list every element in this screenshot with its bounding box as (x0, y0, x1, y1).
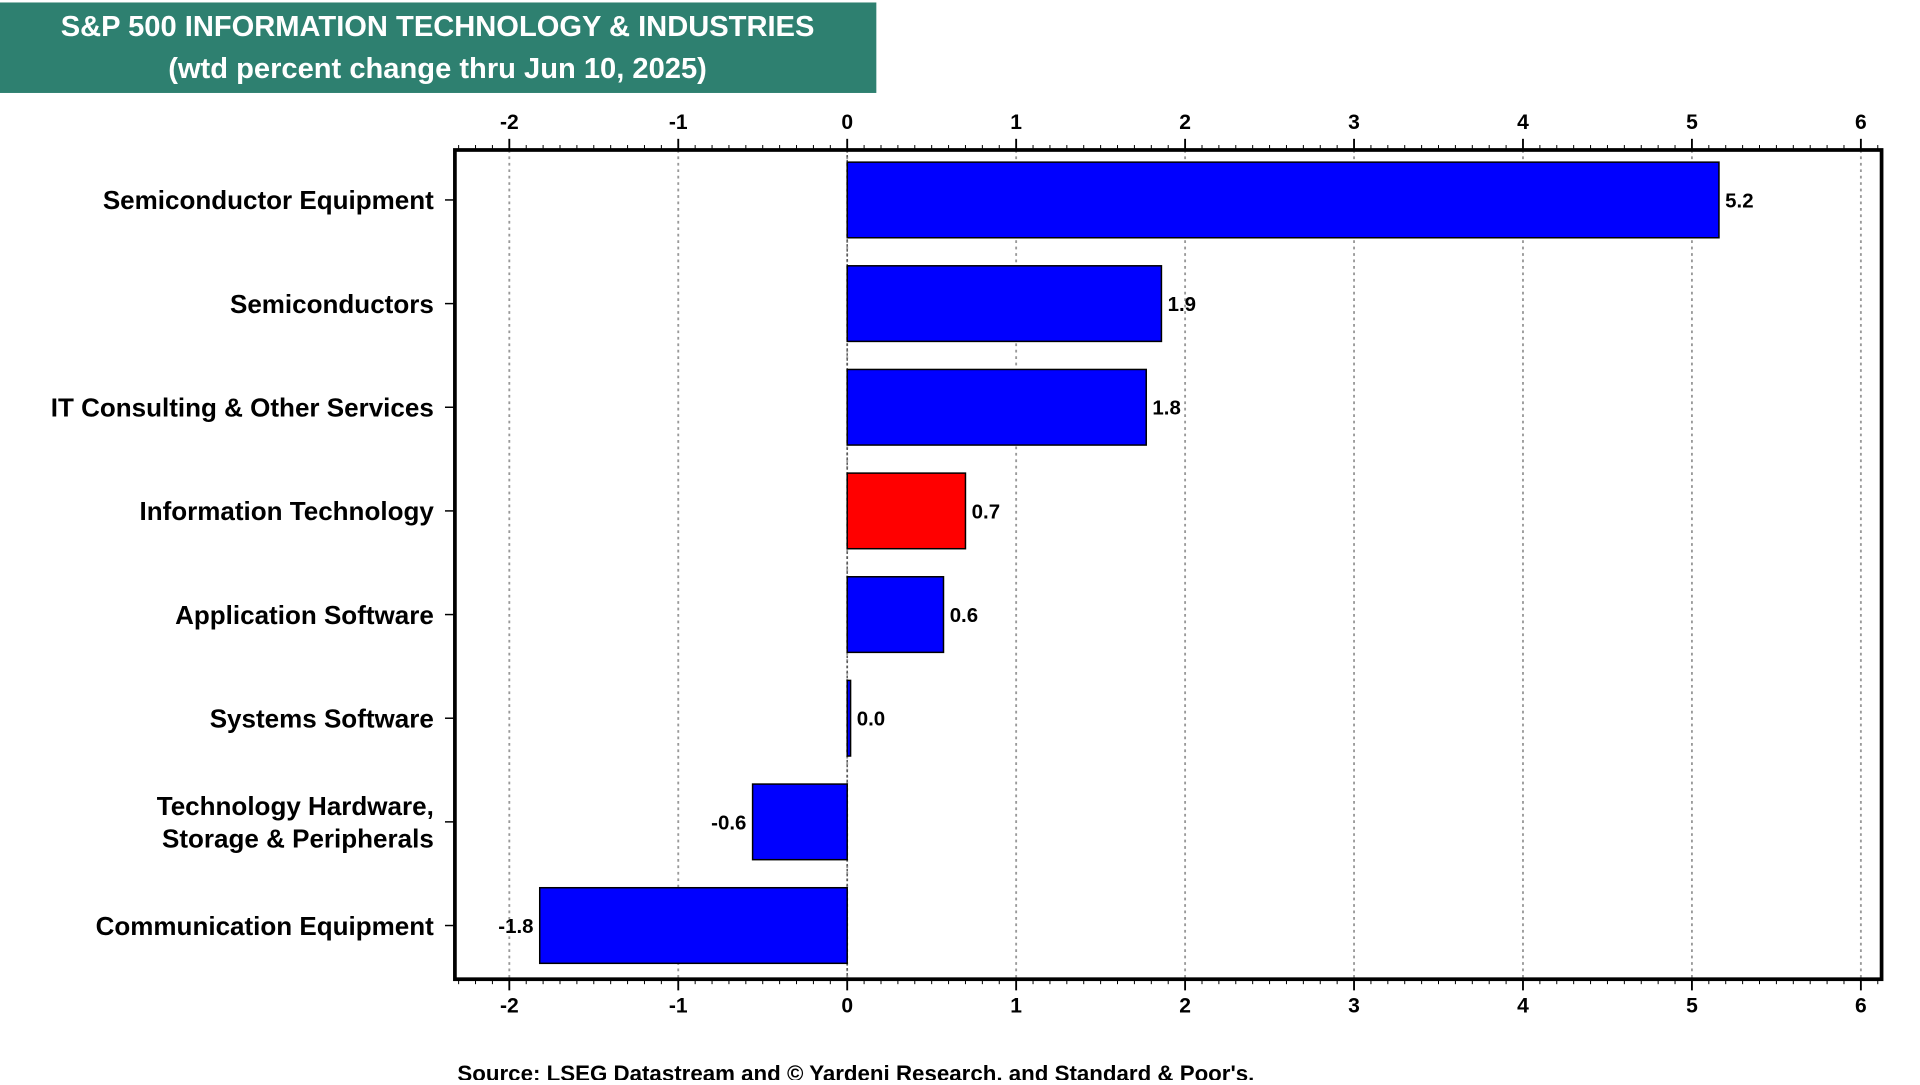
category-label: Information Technology (139, 496, 434, 526)
bar (751, 783, 848, 861)
tick-label-bottom: 1 (1010, 995, 1022, 1018)
tick-label-top: -1 (669, 111, 688, 134)
tick-label-top: 3 (1348, 111, 1360, 134)
category-labels: Semiconductor Equipment Semiconductors IT … (51, 185, 435, 941)
tick-label-bottom: 2 (1179, 995, 1191, 1018)
tick-label-top: 2 (1179, 111, 1191, 134)
bar (846, 161, 1720, 239)
tick-label-bottom: 5 (1686, 995, 1698, 1018)
category-label: Semiconductor Equipment (103, 185, 434, 215)
bars: 5.2 1.9 1.8 0.7 0.6 0.0 -0.6 -1.8 (498, 161, 1754, 965)
tick-label-top: -2 (500, 111, 519, 134)
bar (846, 265, 1163, 343)
bar (538, 886, 848, 965)
tick-label-top: 1 (1010, 111, 1022, 134)
tick-label-bottom: -2 (500, 995, 519, 1018)
category-label: Semiconductors (230, 289, 434, 319)
value-label: 1.9 (1168, 293, 1196, 316)
category-label: IT Consulting & Other Services (51, 393, 434, 423)
value-label: 0.0 (857, 708, 885, 731)
chart-title-line1: S&P 500 INFORMATION TECHNOLOGY & INDUSTR… (61, 11, 815, 43)
category-label: Application Software (175, 600, 434, 630)
tick-label-bottom: 0 (841, 995, 853, 1018)
tick-label-bottom: 4 (1517, 995, 1529, 1018)
value-label: 0.7 (972, 500, 1000, 523)
category-label: Communication Equipment (96, 911, 435, 941)
category-label: Storage & Peripherals (162, 823, 434, 853)
tick-label-top: 5 (1686, 111, 1698, 134)
chart-title-line2: (wtd percent change thru Jun 10, 2025) (168, 53, 707, 85)
tick-label-bottom: -1 (669, 995, 688, 1018)
bar (846, 679, 852, 757)
category-label: Systems Software (210, 704, 434, 734)
grid-lines (508, 149, 1862, 980)
bar (846, 472, 967, 550)
value-label: 1.8 (1152, 397, 1180, 420)
title-banner (0, 2, 877, 93)
value-label: -0.6 (711, 811, 746, 834)
axes: -2 -2 -1 -1 0 0 1 1 2 2 3 3 4 4 5 5 6 6 (444, 111, 1884, 1018)
bar (846, 368, 1147, 446)
value-label: 0.6 (950, 604, 978, 627)
tick-label-top: 6 (1855, 111, 1867, 134)
plot-frame (453, 148, 1884, 982)
tick-label-bottom: 3 (1348, 995, 1360, 1018)
source-note: Source: LSEG Datastream and © Yardeni Re… (457, 1061, 1254, 1080)
value-label: -1.8 (498, 915, 533, 938)
value-label: 5.2 (1725, 189, 1753, 212)
tick-label-top: 4 (1517, 111, 1529, 134)
tick-label-bottom: 6 (1855, 995, 1867, 1018)
bar (846, 576, 945, 654)
category-label: Technology Hardware, (157, 791, 434, 821)
tick-label-top: 0 (841, 111, 853, 134)
